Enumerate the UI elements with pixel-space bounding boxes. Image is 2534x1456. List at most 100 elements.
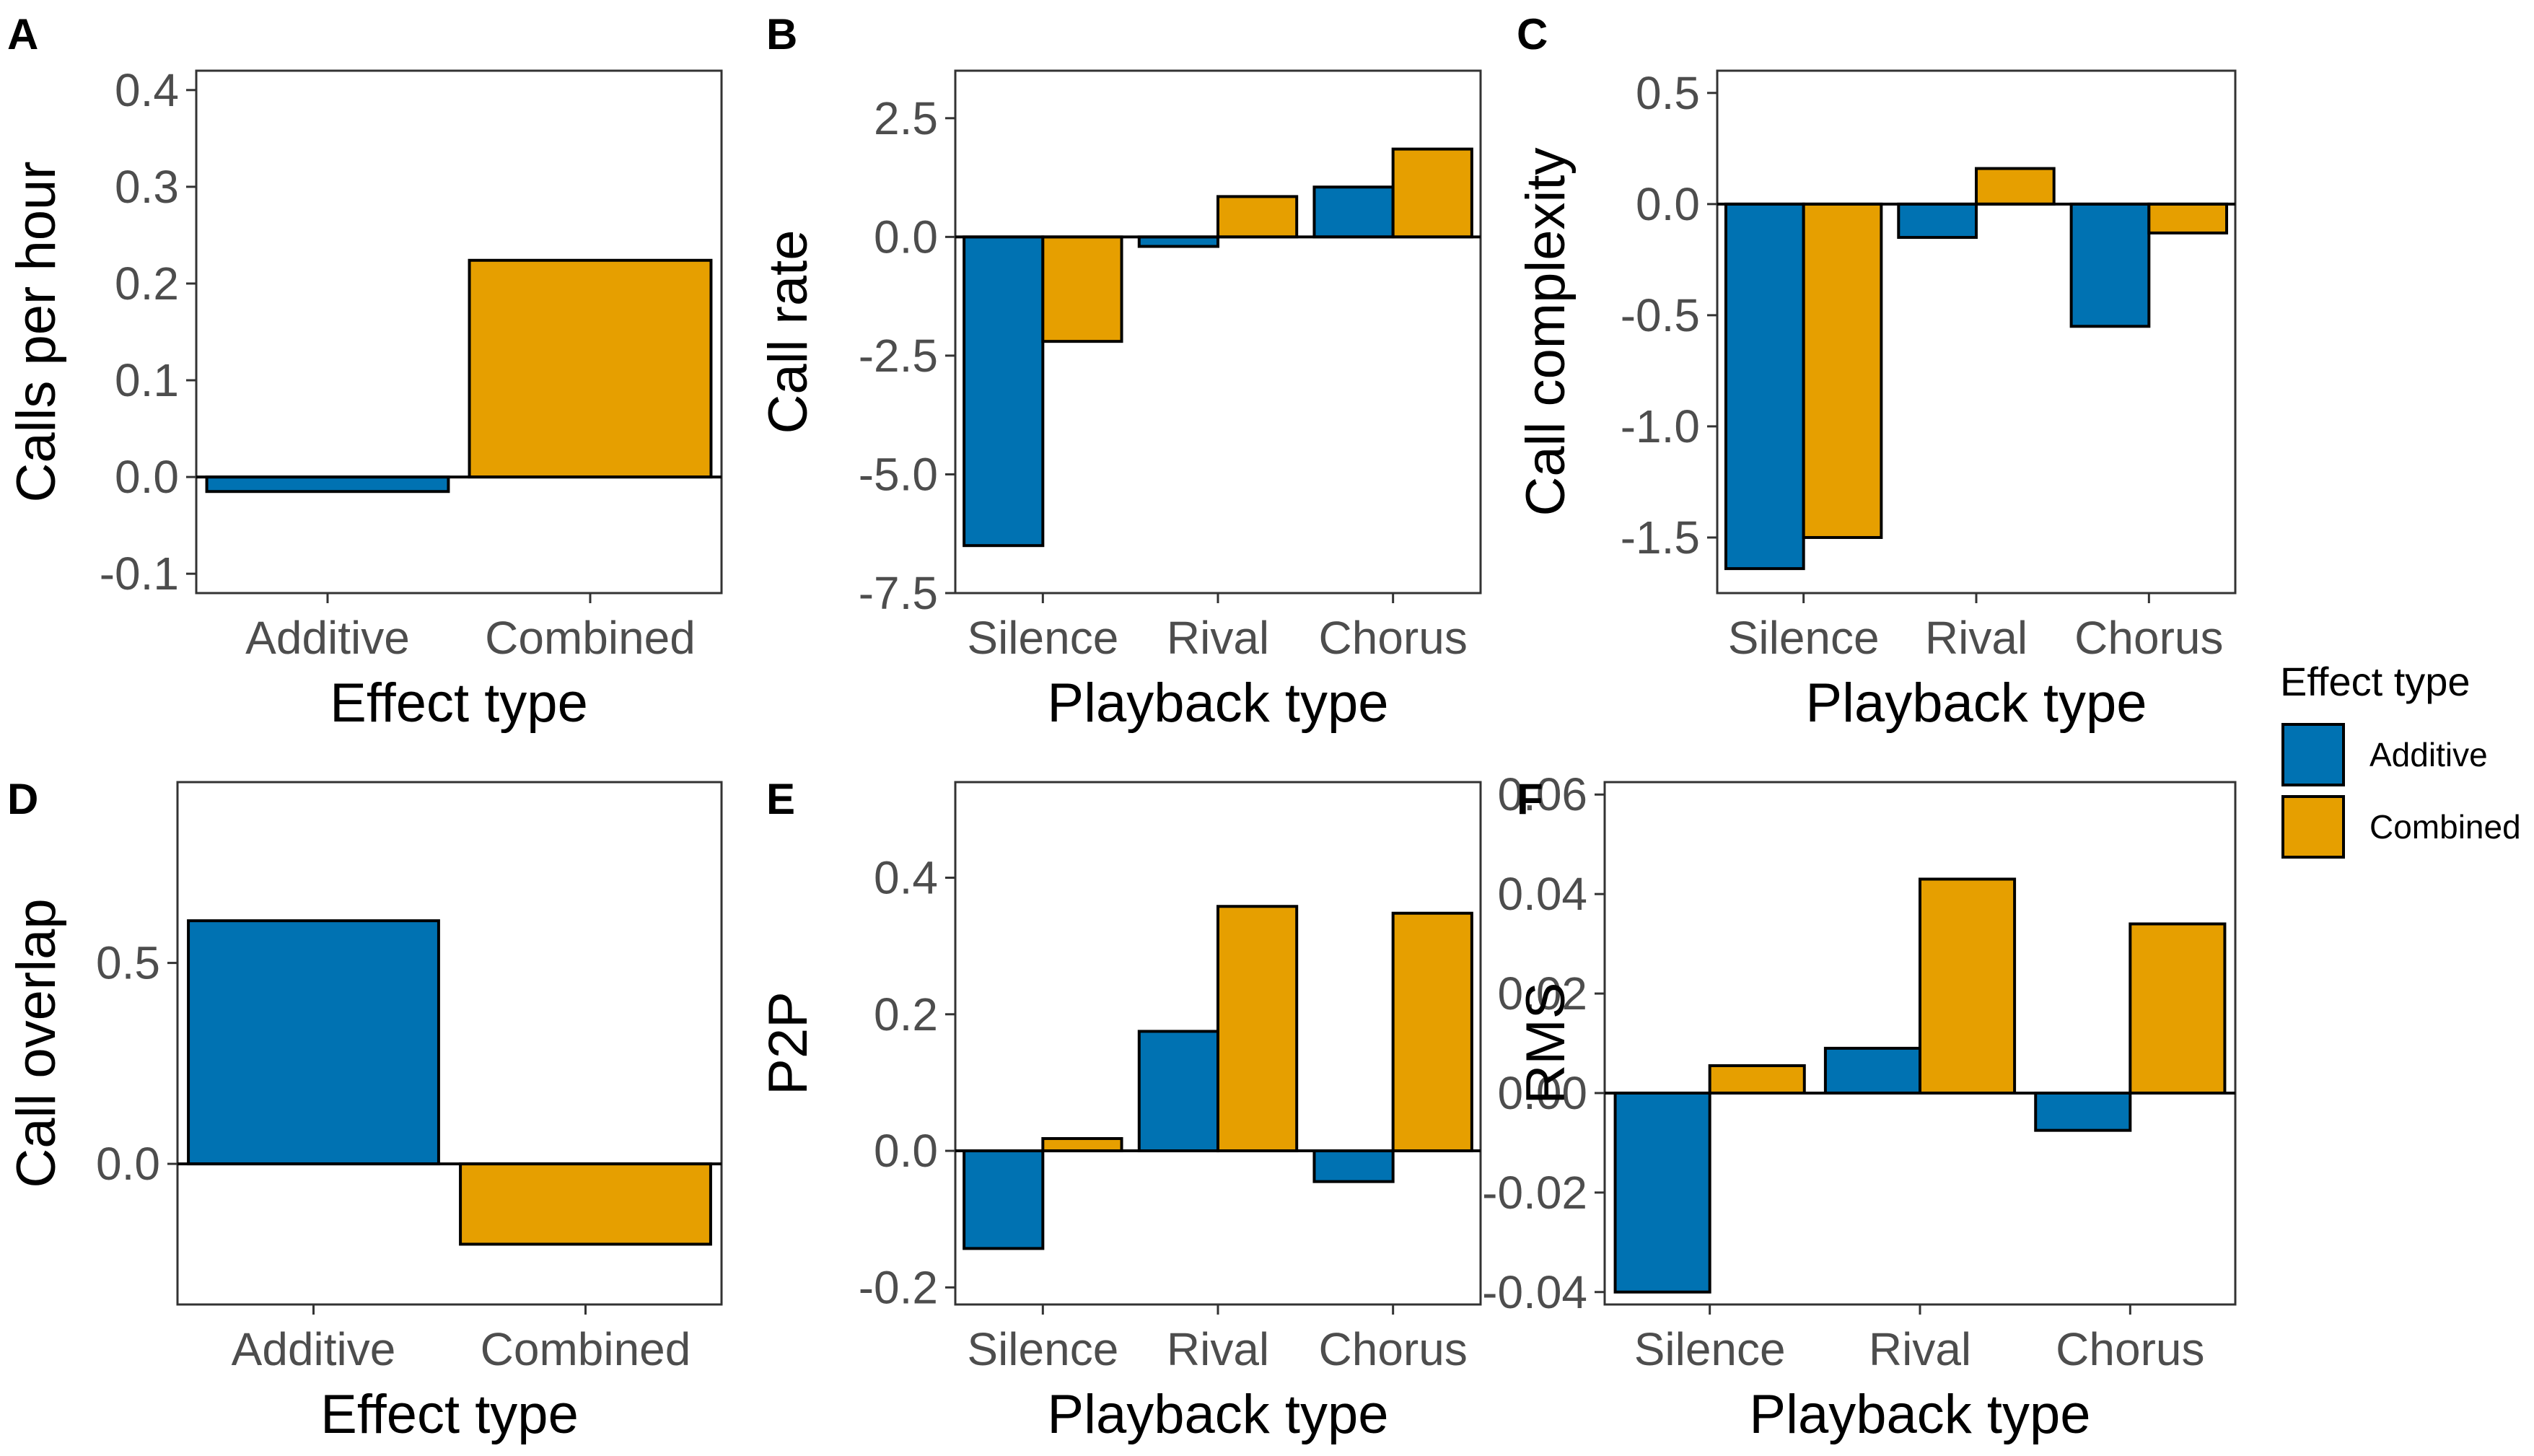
y-tick-label: 0.4 [874,851,938,903]
y-tick-label: 0.04 [1497,868,1587,920]
x-axis-title: Effect type [320,1384,579,1445]
x-tick-label: Rival [1167,1323,1269,1375]
y-tick-label: 0.5 [96,937,160,989]
bar-combined-silence [1041,1137,1123,1153]
plot-frame [176,781,723,1306]
y-tick-label: -5.0 [859,448,938,500]
x-tick-label: Silence [1728,612,1880,664]
bar-combined-silence [1802,202,1883,539]
x-axis-title: Playback type [1805,672,2147,734]
y-tick-label: 0.0 [96,1138,160,1190]
x-axis-title: Playback type [1749,1384,2090,1445]
y-tick-label: -0.04 [1482,1266,1587,1318]
panel-d: 0.0 0.5 Additive Combined Effect type Call ov… [6,775,723,1445]
y-tick-label: 0.0 [874,1125,938,1177]
x-tick-label: Chorus [1319,612,1468,664]
x-tick-label: Combined [481,1323,691,1375]
y-tick-label: 0.1 [115,354,179,406]
legend-swatch-additive [2281,723,2345,786]
bar-additive-additive [205,475,450,494]
panel-letter: A [7,10,38,58]
panel-letter: F [1517,775,1543,823]
bar-combined-combined [468,258,713,479]
x-tick-label: Combined [485,612,696,664]
y-tick-label: 0.2 [115,258,179,310]
x-tick-label: Rival [1167,612,1269,664]
panels: -0.1 0.0 0.1 0.2 0.3 0.4 Additive Combined Effec… [6,10,2237,1445]
y-tick-label: -0.1 [100,548,179,600]
legend-label-additive: Additive [2369,736,2488,773]
y-tick-label: -0.2 [859,1261,938,1313]
plot-frame [195,69,723,595]
y-tick-label: 0.2 [874,988,938,1040]
bar-additive-rival [1897,202,1978,240]
y-tick-label: 0.00 [1497,1067,1587,1119]
legend-swatch-combined [2281,795,2345,859]
panel-letter: D [7,775,38,823]
panel-e: -0.2 0.0 0.2 0.4 Silence Rival Chorus Playback … [758,775,1482,1445]
y-tick-label: 0.0 [874,211,938,263]
y-axis-title: Call overlap [6,898,67,1188]
y-axis-title: Calls per hour [6,161,67,502]
y-tick-label: 2.5 [874,92,938,144]
panel-letter: B [766,10,797,58]
x-tick-label: Silence [1634,1323,1786,1375]
y-tick-label: 0.02 [1497,968,1587,1019]
x-tick-label: Additive [245,612,410,664]
panel-f: -0.04 -0.02 0.00 0.02 0.04 0.06 Silence Rival Ch… [1482,768,2237,1445]
bar-additive-rival [1137,1030,1220,1153]
panel-b: -7.5 -5.0 -2.5 0.0 2.5 Silence Rival Chorus Play… [758,10,1482,734]
y-tick-label: 0.4 [115,64,179,116]
bar-combined-chorus [2147,202,2229,234]
bar-additive-rival [1823,1046,1921,1095]
bar-additive-additive [187,919,440,1166]
bar-combined-rival [1975,167,2056,206]
bar-additive-chorus [1312,1149,1395,1183]
y-tick-label: -0.5 [1621,289,1700,341]
y-axis-title: P2P [758,991,819,1095]
bar-additive-silence [1724,202,1805,571]
legend-label-combined: Combined [2369,808,2521,846]
panel-letter: C [1517,10,1548,58]
x-tick-label: Additive [232,1323,396,1375]
bar-additive-chorus [1312,185,1395,239]
bar-combined-silence [1708,1064,1806,1095]
bar-additive-silence [963,1149,1045,1250]
bar-combined-rival [1216,195,1299,239]
legend-title: Effect type [2280,659,2471,704]
x-axis-title: Playback type [1047,672,1388,734]
y-axis-title: Call rate [758,230,819,434]
panel-letter: E [766,775,795,823]
x-tick-label: Rival [1925,612,2027,664]
bar-additive-chorus [2069,202,2151,328]
x-axis-title: Effect type [330,672,588,734]
bar-combined-combined [459,1162,712,1246]
bar-combined-rival [1919,877,2017,1095]
y-tick-label: -0.02 [1482,1167,1587,1219]
x-tick-label: Silence [967,612,1118,664]
bar-combined-rival [1216,905,1299,1153]
panel-a: -0.1 0.0 0.1 0.2 0.3 0.4 Additive Combined Effec… [6,10,723,734]
panel-c: -1.5 -1.0 -0.5 0.0 0.5 Silence Rival Chorus Play… [1515,10,2237,734]
x-tick-label: Chorus [1319,1323,1468,1375]
y-tick-label: 0.0 [1636,178,1700,230]
bar-combined-chorus [2129,922,2227,1095]
y-tick-label: -2.5 [859,330,938,382]
y-tick-label: 0.3 [115,161,179,213]
x-tick-label: Chorus [2056,1323,2204,1375]
y-tick-label: -1.0 [1621,400,1700,452]
bar-combined-silence [1041,235,1123,343]
y-tick-label: 0.5 [1636,67,1700,119]
y-tick-label: 0.0 [115,451,179,503]
x-tick-label: Chorus [2074,612,2223,664]
y-axis-title: RMS [1515,983,1577,1105]
bar-combined-chorus [1391,147,1473,239]
y-tick-label: -1.5 [1621,512,1700,563]
bar-combined-chorus [1391,911,1473,1153]
bar-additive-silence [963,235,1045,548]
bar-additive-chorus [2034,1091,2132,1132]
x-tick-label: Silence [967,1323,1118,1375]
x-tick-label: Rival [1869,1323,1971,1375]
y-tick-label: -7.5 [859,567,938,619]
